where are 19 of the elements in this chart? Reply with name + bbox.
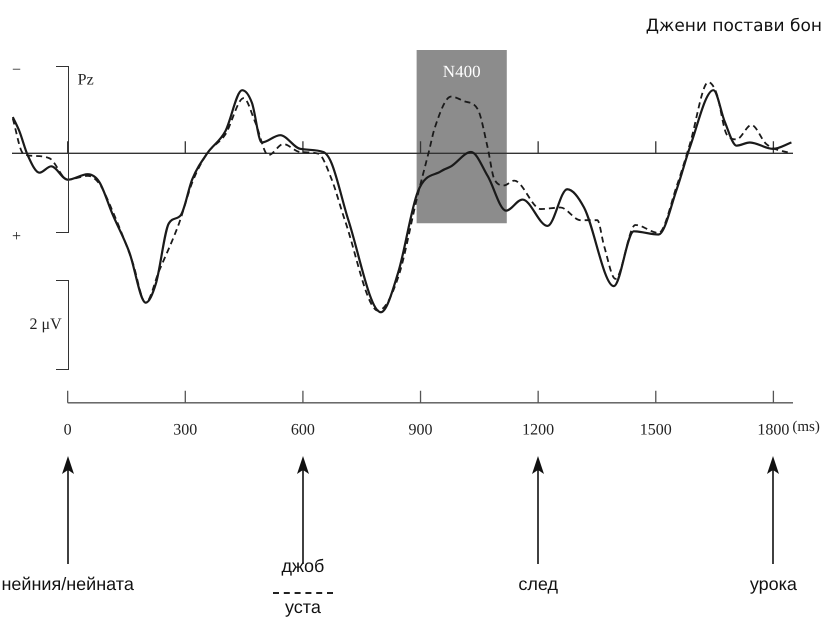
text: джоб bbox=[281, 556, 324, 577]
x-tick-label: 900 bbox=[408, 422, 433, 439]
x-tick-label: 1500 bbox=[640, 422, 672, 439]
text: 2 μV bbox=[30, 316, 62, 333]
text: − bbox=[12, 62, 22, 79]
text: урока bbox=[750, 574, 797, 595]
x-tick-label: 0 bbox=[64, 422, 72, 439]
x-tick-label: 300 bbox=[173, 422, 198, 439]
text: нейния/нейната bbox=[1, 574, 134, 595]
x-axis-title: (ms) bbox=[792, 419, 820, 436]
band-label: N400 bbox=[442, 62, 481, 81]
text: след bbox=[518, 574, 558, 595]
annotation: + bbox=[12, 228, 22, 245]
x-tick-label: 1200 bbox=[522, 422, 554, 439]
chart-title: Джени постави бон bbox=[646, 16, 822, 36]
x-tick-label: 1800 bbox=[757, 422, 790, 439]
annotation: Pz bbox=[78, 72, 94, 89]
text: уста bbox=[284, 597, 321, 618]
x-tick-label: 600 bbox=[290, 422, 315, 439]
